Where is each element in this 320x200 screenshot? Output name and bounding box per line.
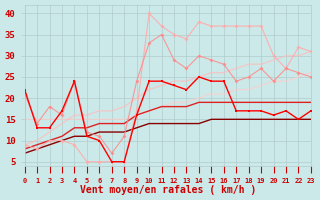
X-axis label: Vent moyen/en rafales ( km/h ): Vent moyen/en rafales ( km/h ) [80,185,256,195]
